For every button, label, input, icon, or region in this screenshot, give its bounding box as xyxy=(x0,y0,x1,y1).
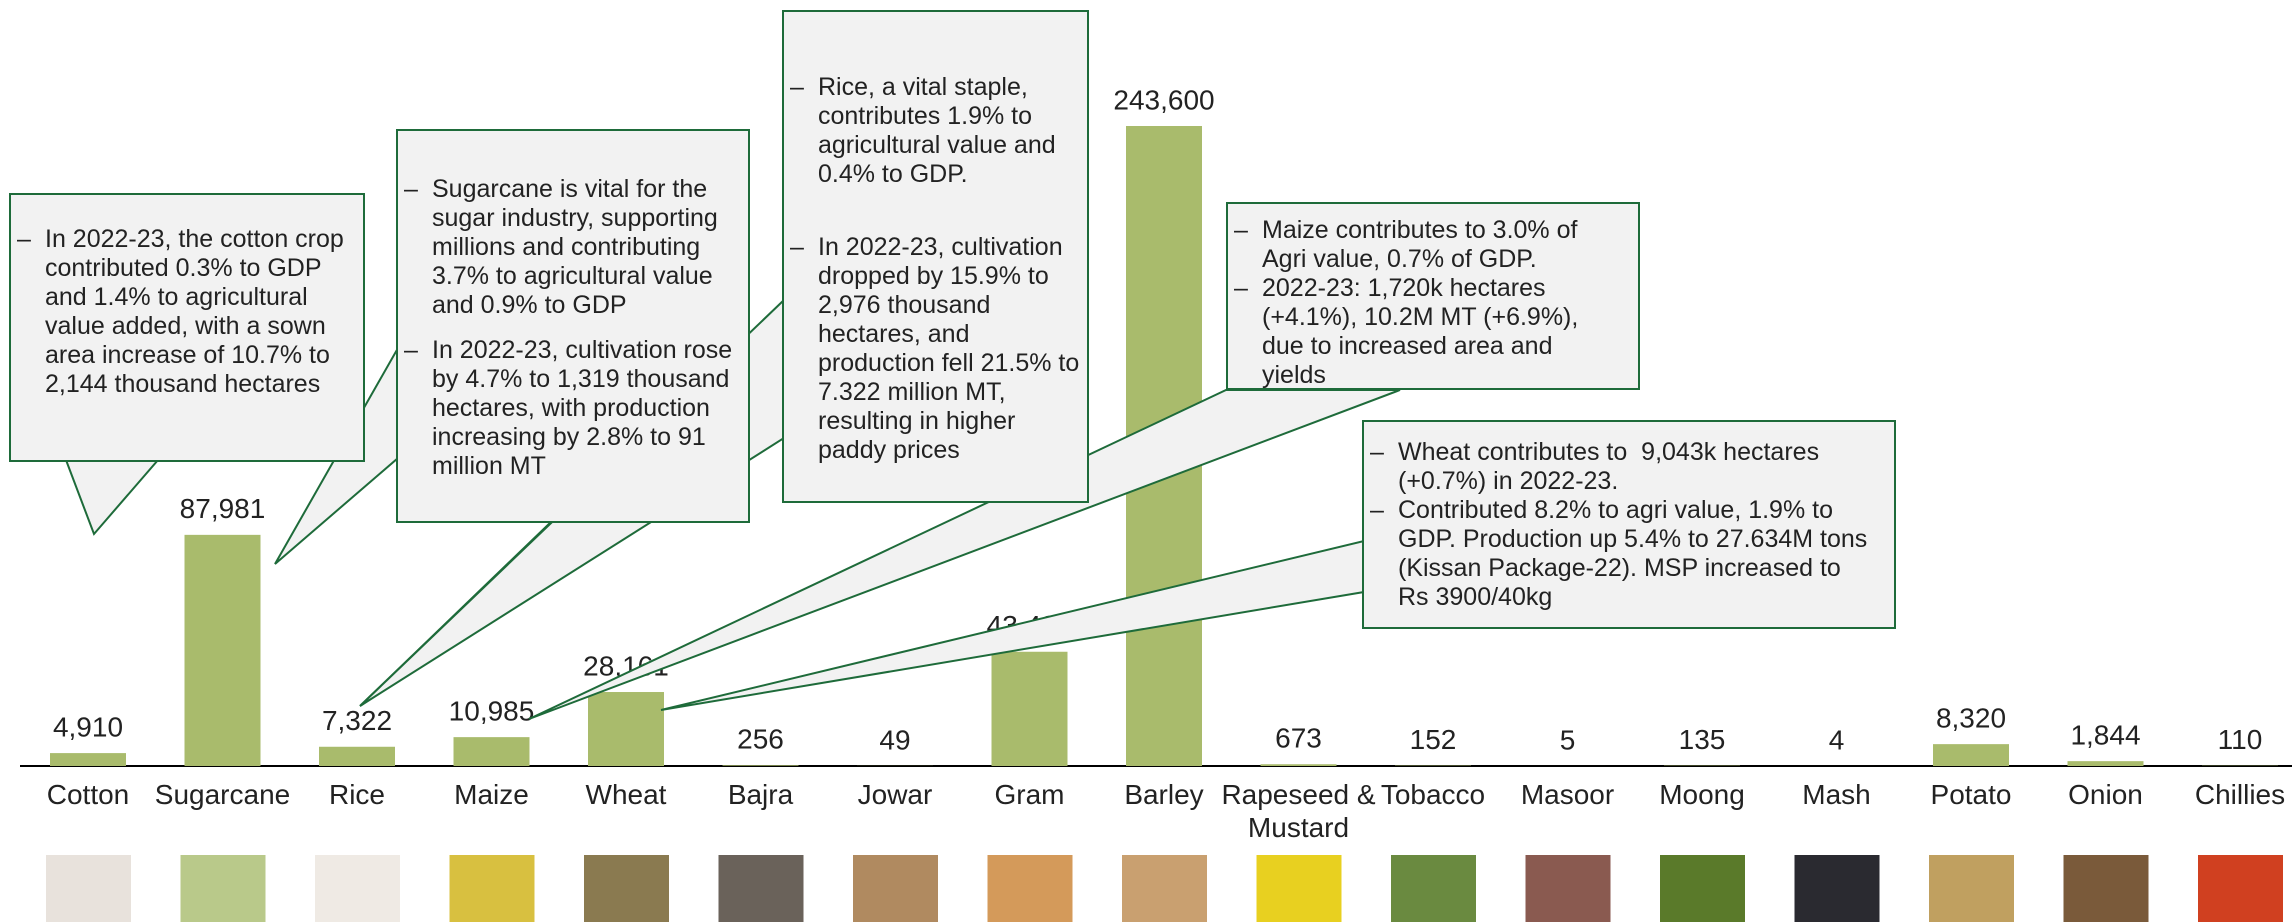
bar xyxy=(2067,761,2144,766)
crop-image xyxy=(987,855,1073,922)
x-tick-label: Mash xyxy=(1802,779,1871,810)
callout: In 2022-23, the cotton crop contributed … xyxy=(9,193,365,462)
value-label: 4,910 xyxy=(53,711,123,742)
crop-image xyxy=(1122,855,1207,922)
bar xyxy=(453,737,530,766)
bar xyxy=(588,692,664,766)
x-tick-label: Chillies xyxy=(2194,779,2286,810)
bar xyxy=(722,765,799,766)
crop-image xyxy=(2063,855,2149,922)
callout-pointer xyxy=(64,459,161,536)
x-tick-label: Gram xyxy=(994,779,1065,810)
value-label: 152 xyxy=(1410,724,1457,755)
callout-text: Contributed 8.2% to agri value, 1.9% to … xyxy=(1370,496,1873,612)
x-tick-label: Rice xyxy=(328,779,385,810)
callout: Rice, a vital staple, contributes 1.9% t… xyxy=(782,10,1089,503)
crop-image xyxy=(1525,855,1611,922)
value-label: 8,320 xyxy=(1936,703,2006,734)
x-tick-label: Moong xyxy=(1659,779,1745,810)
bar xyxy=(991,651,1068,766)
x-tick-label: Onion xyxy=(2068,779,2143,810)
x-tick-label: Cotton xyxy=(46,779,130,810)
crop-image xyxy=(1794,855,1880,922)
callout-text: Rice, a vital staple, contributes 1.9% t… xyxy=(790,73,1083,189)
callout-text: In 2022-23, cultivation dropped by 15.9%… xyxy=(790,233,1083,465)
value-label: 5 xyxy=(1560,724,1576,755)
value-label: 49 xyxy=(879,724,910,755)
value-label: 1,844 xyxy=(2070,720,2140,751)
value-label: 243,600 xyxy=(1113,84,1214,115)
value-label: 673 xyxy=(1275,723,1322,754)
crop-image xyxy=(718,855,804,922)
x-tick-label: Tobacco xyxy=(1380,779,1486,810)
callout-text: Wheat contributes to 9,043k hectares (+0… xyxy=(1370,438,1873,496)
crop-image xyxy=(853,855,938,922)
callout-text: In 2022-23, the cotton crop contributed … xyxy=(17,225,367,399)
callout: Maize contributes to 3.0% of Agri value,… xyxy=(1226,202,1640,390)
x-tick-label: Maize xyxy=(454,779,529,810)
crop-image xyxy=(180,855,266,922)
value-label: 256 xyxy=(737,724,784,755)
bar xyxy=(50,753,126,766)
value-label: 135 xyxy=(1679,724,1726,755)
crop-image xyxy=(584,855,669,922)
x-tick-label: Sugarcane xyxy=(154,779,291,810)
value-label: 110 xyxy=(2218,724,2263,755)
x-tick-label: Wheat xyxy=(585,779,667,810)
crop-image xyxy=(1256,855,1342,922)
x-tick-label: Barley xyxy=(1124,779,1204,810)
x-tick-label: Jowar xyxy=(857,779,933,810)
callout-pointer xyxy=(528,389,1401,720)
crop-image xyxy=(2198,855,2283,922)
value-label: 7,322 xyxy=(322,705,392,736)
callout: Sugarcane is vital for the sugar industr… xyxy=(396,129,750,523)
crop-image xyxy=(1660,855,1745,922)
callout-text: Sugarcane is vital for the sugar industr… xyxy=(404,175,750,320)
bar xyxy=(1260,764,1337,766)
x-tick-label: Bajra xyxy=(727,779,794,810)
x-tick-label: Masoor xyxy=(1520,779,1615,810)
x-tick-label: Potato xyxy=(1930,779,2012,810)
crop-image xyxy=(315,855,400,922)
bar xyxy=(1933,744,2009,766)
x-tick-label: Rapeseed & Mustard xyxy=(1221,779,1376,843)
crop-image xyxy=(449,855,535,922)
callout-text: In 2022-23, cultivation rose by 4.7% to … xyxy=(404,336,750,481)
callout-text: 2022-23: 1,720k hectares (+4.1%), 10.2M … xyxy=(1234,274,1612,390)
callout-text: Maize contributes to 3.0% of Agri value,… xyxy=(1234,216,1612,274)
value-label: 4 xyxy=(1829,724,1845,755)
bar xyxy=(319,746,395,766)
value-label: 10,985 xyxy=(449,696,535,727)
crop-image xyxy=(1391,855,1476,922)
crop-image xyxy=(46,855,131,922)
bar xyxy=(184,534,261,766)
crop-image xyxy=(1929,855,2014,922)
value-label: 87,981 xyxy=(180,493,266,524)
callout: Wheat contributes to 9,043k hectares (+0… xyxy=(1362,420,1896,629)
